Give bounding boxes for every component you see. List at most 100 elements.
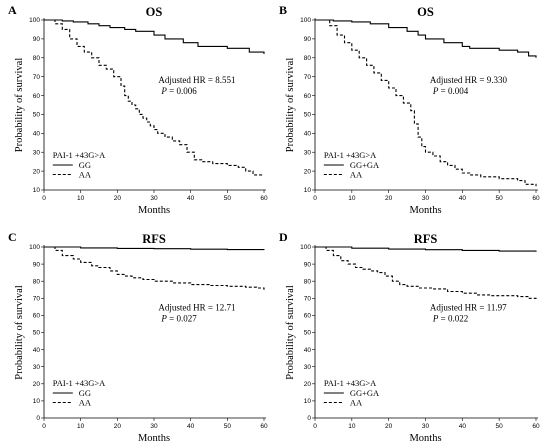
x-tick-label: 0: [42, 195, 46, 202]
y-tick-label: 90: [33, 36, 41, 43]
y-tick-label: 0: [36, 415, 40, 422]
p-label: P: [432, 313, 439, 323]
y-tick-label: 100: [29, 17, 40, 24]
y-tick-label: 20: [304, 168, 312, 175]
x-tick-label: 20: [114, 423, 122, 430]
p-label: P: [160, 313, 167, 323]
p-value-annotation: P = 0.006: [160, 86, 197, 96]
km-curve-solid: [315, 246, 537, 252]
y-tick-label: 100: [300, 244, 311, 251]
y-tick-label: 10: [304, 187, 312, 194]
x-tick-label: 50: [496, 423, 504, 430]
y-axis-label: Probability of survival: [285, 285, 296, 380]
legend-title: PAI-1 +43G>A: [324, 150, 377, 160]
x-axis-label: Months: [409, 205, 441, 216]
y-tick-label: 60: [33, 93, 41, 100]
legend-entry: AA: [350, 398, 363, 408]
panel-letter: D: [279, 230, 288, 244]
y-tick-label: 10: [33, 187, 41, 194]
y-tick-label: 20: [33, 168, 41, 175]
y-tick-label: 60: [304, 93, 312, 100]
p-value-annotation: P = 0.027: [160, 313, 197, 323]
y-tick-label: 90: [304, 261, 312, 268]
y-tick-label: 50: [33, 330, 41, 337]
y-tick-label: 70: [33, 74, 41, 81]
y-tick-label: 40: [304, 131, 312, 138]
y-axis-label: Probability of survival: [14, 58, 25, 153]
km-curve-dashed: [315, 19, 537, 187]
x-tick-label: 60: [532, 195, 540, 202]
y-tick-label: 100: [300, 17, 311, 24]
panel-letter: B: [279, 3, 287, 17]
y-tick-label: 30: [33, 364, 41, 371]
x-tick-label: 10: [77, 195, 85, 202]
chart-title: RFS: [414, 232, 438, 246]
x-axis-label: Months: [138, 205, 170, 216]
y-tick-label: 50: [304, 330, 312, 337]
x-tick-label: 40: [459, 423, 467, 430]
legend-title: PAI-1 +43G>A: [53, 378, 106, 388]
chart-title: OS: [417, 5, 434, 19]
p-label: P: [432, 86, 439, 96]
y-tick-label: 10: [33, 398, 41, 405]
x-tick-label: 50: [224, 195, 232, 202]
y-tick-label: 40: [33, 131, 41, 138]
panel-letter: A: [8, 3, 17, 17]
legend-entry: AA: [350, 170, 363, 180]
y-tick-label: 90: [33, 261, 41, 268]
x-tick-label: 0: [42, 423, 46, 430]
p-value: = 0.027: [167, 313, 197, 323]
x-tick-label: 30: [422, 423, 430, 430]
y-tick-label: 70: [33, 296, 41, 303]
y-tick-label: 70: [304, 296, 312, 303]
km-curve-solid: [44, 246, 265, 251]
x-axis-label: Months: [409, 433, 441, 444]
y-tick-label: 40: [304, 347, 312, 354]
km-curve-dashed: [44, 246, 265, 290]
hr-annotation: Adjusted HR = 8.551: [158, 75, 235, 85]
x-tick-label: 30: [150, 423, 158, 430]
hr-annotation: Adjusted HR = 11.97: [430, 302, 507, 312]
p-value: = 0.022: [438, 313, 468, 323]
x-axis-label: Months: [138, 433, 170, 444]
y-tick-label: 30: [304, 364, 312, 371]
y-tick-label: 100: [29, 244, 40, 251]
p-value: = 0.006: [167, 86, 197, 96]
y-tick-label: 80: [304, 55, 312, 62]
legend-title: PAI-1 +43G>A: [53, 150, 106, 160]
y-tick-label: 50: [33, 112, 41, 119]
y-tick-label: 20: [33, 381, 41, 388]
x-tick-label: 50: [224, 423, 232, 430]
km-curve-solid: [315, 19, 537, 58]
x-tick-label: 10: [77, 423, 85, 430]
hr-annotation: Adjusted HR = 12.71: [158, 302, 235, 312]
x-tick-label: 20: [385, 195, 393, 202]
panel-c: C RFS 0 10 20 30 40 50 60 70 80 90 100 0 10 20 30 40 50 60 M…: [8, 230, 268, 444]
x-tick-label: 60: [260, 423, 268, 430]
km-curve-solid: [44, 19, 265, 54]
y-tick-label: 50: [304, 112, 312, 119]
x-tick-label: 40: [187, 195, 195, 202]
p-label: P: [160, 86, 167, 96]
y-axis-label: Probability of survival: [14, 285, 25, 380]
chart-title: RFS: [142, 232, 166, 246]
y-tick-label: 10: [304, 398, 312, 405]
chart-title: OS: [146, 5, 163, 19]
y-tick-label: 0: [307, 415, 311, 422]
km-curve-dashed: [315, 246, 537, 300]
panel-d: D RFS 0 10 20 30 40 50 60 70 80 90 100 0 10 20 30 40 50 60 M…: [279, 230, 540, 444]
legend-entry: AA: [79, 170, 92, 180]
x-tick-label: 30: [150, 195, 158, 202]
legend-entry: GG: [79, 160, 91, 170]
x-tick-label: 40: [459, 195, 467, 202]
y-tick-label: 30: [33, 149, 41, 156]
x-tick-label: 0: [313, 423, 317, 430]
x-tick-label: 40: [187, 423, 195, 430]
y-tick-label: 80: [33, 55, 41, 62]
y-tick-label: 70: [304, 74, 312, 81]
y-tick-label: 60: [304, 313, 312, 320]
p-value: = 0.004: [438, 86, 468, 96]
legend-title: PAI-1 +43G>A: [324, 378, 377, 388]
